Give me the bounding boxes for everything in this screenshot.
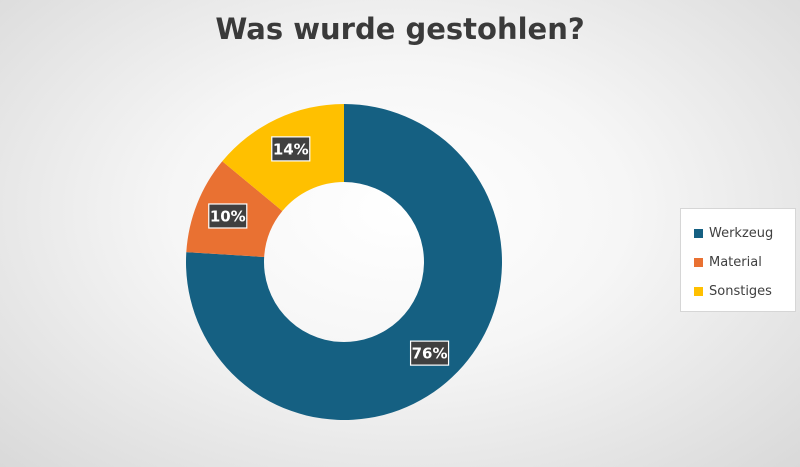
data-label-text-werkzeug: 76% [412, 345, 448, 363]
donut-slices [185, 104, 502, 420]
legend-swatch-sonstiges [694, 287, 703, 296]
legend-swatch-werkzeug [694, 229, 703, 238]
legend: Werkzeug Material Sonstiges [680, 208, 796, 312]
data-label-sonstiges: 14% [271, 136, 311, 162]
data-label-box-material [208, 203, 248, 229]
legend-label-werkzeug: Werkzeug [709, 226, 774, 241]
legend-swatch-material [694, 258, 703, 267]
data-label-box-werkzeug [409, 340, 450, 366]
legend-item-werkzeug: Werkzeug [694, 219, 795, 248]
legend-label-material: Material [709, 255, 762, 270]
chart-title: Was wurde gestohlen? [215, 12, 585, 46]
legend-label-sonstiges: Sonstiges [709, 284, 772, 299]
data-label-werkzeug: 76% [409, 340, 450, 366]
donut-data-labels: 76% 10% 14% [208, 136, 450, 366]
data-label-text-sonstiges: 14% [273, 140, 309, 158]
data-label-box-sonstiges [271, 136, 311, 162]
data-label-material: 10% [208, 203, 248, 229]
data-label-text-material: 10% [210, 207, 246, 225]
legend-item-sonstiges: Sonstiges [694, 277, 795, 306]
legend-item-material: Material [694, 248, 795, 277]
